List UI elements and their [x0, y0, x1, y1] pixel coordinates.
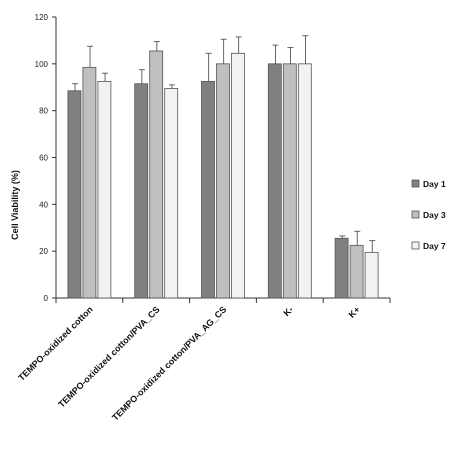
bar — [334, 237, 349, 299]
bar — [149, 50, 164, 299]
bar — [67, 90, 82, 299]
bar — [216, 63, 230, 299]
bar — [97, 80, 112, 299]
y-tick-label: 120 — [35, 13, 49, 22]
bar — [164, 88, 179, 299]
legend-label: Day 7 — [423, 241, 446, 251]
bar-series — [67, 50, 379, 299]
y-tick-label: 40 — [39, 200, 48, 209]
x-tick-label: TEMPO-oxidized cotton — [16, 304, 94, 382]
legend-swatch — [411, 241, 420, 250]
x-tick-label: TEMPO-oxidized cotton/PVA_AG_CS — [110, 304, 228, 422]
legend: Day 1 Day 3 Day 7 — [411, 179, 446, 251]
y-tick-label: 100 — [35, 60, 49, 69]
bar — [297, 63, 312, 299]
error-bars — [72, 35, 376, 253]
bar — [267, 63, 282, 299]
y-tick-label: 0 — [44, 294, 49, 303]
legend-label: Day 1 — [423, 179, 446, 189]
bar — [349, 244, 364, 299]
y-tick-label: 80 — [39, 107, 48, 116]
legend-swatch — [411, 179, 420, 188]
bar — [201, 80, 215, 299]
bar — [282, 63, 297, 299]
bar — [364, 251, 379, 299]
y-tick-label: 60 — [39, 154, 48, 163]
x-tick-label: K+ — [347, 304, 362, 319]
bar — [82, 66, 97, 299]
legend-label: Day 3 — [423, 210, 446, 220]
y-axis-title: Cell Viability (%) — [10, 170, 20, 240]
y-axis: 0 20 40 60 80 100 120 — [35, 13, 57, 303]
bar — [231, 52, 245, 299]
legend-swatch — [411, 210, 420, 219]
bar — [134, 83, 149, 299]
x-tick-label: K- — [281, 304, 295, 318]
y-tick-label: 20 — [39, 247, 48, 256]
